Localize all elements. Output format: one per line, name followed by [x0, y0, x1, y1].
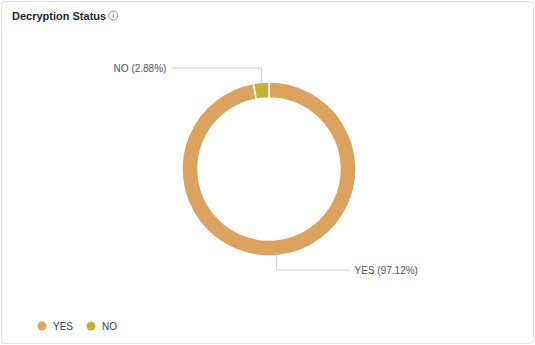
legend-label: YES [53, 321, 73, 332]
chart-svg: Decryption Status YES (97.12%) NO (2.88%) Y… [0, 0, 535, 345]
card-frame [2, 2, 534, 344]
legend-item[interactable]: NO [87, 321, 118, 332]
chart-root: Decryption Status YES (97.12%) NO (2.88%) Y… [0, 0, 535, 345]
chart-title: Decryption Status [12, 10, 106, 22]
leader-line [277, 253, 350, 270]
legend-item[interactable]: YES [38, 321, 74, 332]
leader-line [171, 68, 261, 85]
data-label: NO (2.88%) [114, 63, 167, 74]
donut [182, 82, 356, 256]
data-label: YES (97.12%) [355, 265, 418, 276]
legend-swatch [38, 322, 47, 331]
legend-swatch [87, 322, 96, 331]
donut-slice[interactable] [182, 82, 356, 256]
legend-label: NO [102, 321, 117, 332]
info-icon[interactable] [109, 11, 118, 20]
